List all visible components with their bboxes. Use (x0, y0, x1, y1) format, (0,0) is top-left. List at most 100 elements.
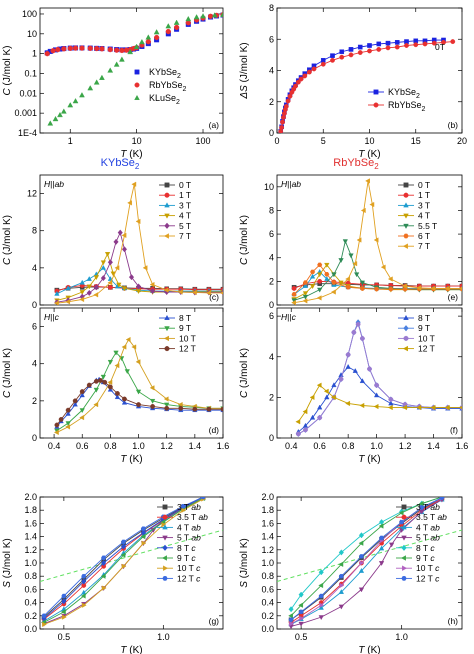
y-tick-label: 0.0 (24, 624, 37, 634)
data-point (295, 79, 301, 85)
data-point (121, 232, 127, 239)
legend-item-12-t-c: 12 T c (396, 573, 440, 583)
legend-label-direction: c (196, 573, 201, 583)
legend-label-text: 3.5 T (416, 512, 437, 522)
data-point (177, 289, 183, 295)
data-point (380, 264, 386, 270)
data-point (404, 39, 409, 44)
legend-label-subscript: 2 (177, 73, 181, 80)
data-point (99, 46, 105, 52)
data-point (309, 284, 316, 290)
data-point (54, 290, 60, 296)
legend-label: 3 T (418, 200, 430, 210)
panel-label: (e) (448, 292, 459, 302)
data-point (358, 540, 364, 546)
data-point (359, 378, 366, 384)
y-tick-label: 2 (269, 276, 274, 286)
series-6-t (291, 262, 462, 297)
y-tick-label: 1.6 (261, 518, 274, 528)
data-point (173, 24, 180, 31)
x-axis-label-unit: (K) (365, 454, 381, 465)
data-point (309, 394, 315, 401)
legend-label: 12 T c (416, 573, 440, 583)
data-point (79, 408, 85, 414)
plot-frame (39, 7, 224, 134)
data-point (127, 48, 134, 55)
legend-label: KLuSe2 (149, 93, 180, 106)
legend-label: 9 T (418, 323, 430, 333)
x-tick-label: 0.6 (313, 441, 326, 451)
series-5-t (54, 229, 223, 305)
data-point (357, 50, 363, 55)
field-parallel: || (287, 179, 291, 189)
data-point (302, 291, 309, 297)
data-point (107, 280, 113, 286)
data-point (281, 114, 286, 120)
data-point (81, 589, 87, 595)
y-tick-label: 1.4 (261, 532, 274, 542)
data-point (311, 66, 317, 72)
legend-item-10-t-c: 10 T c (157, 563, 201, 573)
data-point (61, 598, 67, 605)
plot-frame (276, 307, 463, 439)
legend-label-direction: c (430, 543, 435, 553)
legend-marker (162, 514, 168, 520)
data-point (331, 272, 337, 278)
legend-marker (161, 555, 167, 561)
data-point (367, 366, 372, 372)
legend-item-rbybse2: RbYbSe2 (368, 100, 426, 113)
legend-item-4-t-ab: 4 T ab (396, 522, 440, 532)
data-point (61, 614, 67, 620)
x-axis-label: T (K) (358, 454, 380, 465)
data-point (359, 402, 365, 409)
legend-marker (403, 223, 409, 229)
legend-item-3-t: 3 T (398, 200, 430, 210)
legend-item-9-t-c: 9 T c (396, 553, 435, 563)
data-point (72, 398, 78, 404)
field-symbol: H (44, 312, 51, 322)
legend-item-kybse2: KYbSe2 (368, 87, 420, 100)
data-point (52, 115, 59, 122)
data-point (310, 269, 316, 275)
series-4-t (54, 252, 223, 304)
legend-label-subscript: 2 (422, 106, 426, 113)
data-point (149, 398, 156, 404)
data-point (65, 407, 71, 413)
legend-label-text: 9 T (416, 553, 430, 563)
legend-marker (401, 576, 407, 581)
legend-label: 5.5 T (418, 221, 437, 231)
data-point (119, 47, 125, 54)
x-tick-label: 1.4 (189, 441, 202, 451)
series-12-t-c (41, 497, 206, 619)
data-point (205, 290, 211, 296)
legend-label-direction: ab (191, 522, 201, 532)
y-tick-label: 8 (32, 226, 37, 236)
y-tick-label: 0.2 (24, 611, 37, 621)
legend-label: 4 T ab (177, 522, 201, 532)
legend-item-kluse2: KLuSe2 (134, 93, 180, 106)
data-point (351, 329, 357, 335)
panel-label: (g) (209, 616, 220, 626)
legend-item-5-t-ab: 5 T ab (157, 533, 201, 543)
data-point (41, 613, 47, 619)
data-point (356, 237, 362, 243)
legend-label-text: RbYbSe (149, 80, 183, 90)
data-point (430, 404, 436, 411)
y-tick-label: 8 (269, 205, 274, 215)
data-point (376, 47, 382, 52)
data-point (145, 34, 152, 40)
data-point (60, 108, 67, 114)
data-point (206, 406, 212, 412)
column-title-rbybse2: RbYbSe2 (333, 157, 379, 171)
x-tick-label: 0.8 (342, 441, 355, 451)
data-point (430, 285, 436, 292)
data-point (79, 92, 85, 98)
data-point (79, 296, 85, 303)
data-point (317, 415, 323, 421)
data-point (191, 289, 197, 296)
x-tick-label: 1.0 (132, 441, 145, 451)
y-tick-label: 1.4 (24, 532, 37, 542)
y-axis-label: C (J/mol K) (239, 348, 250, 398)
